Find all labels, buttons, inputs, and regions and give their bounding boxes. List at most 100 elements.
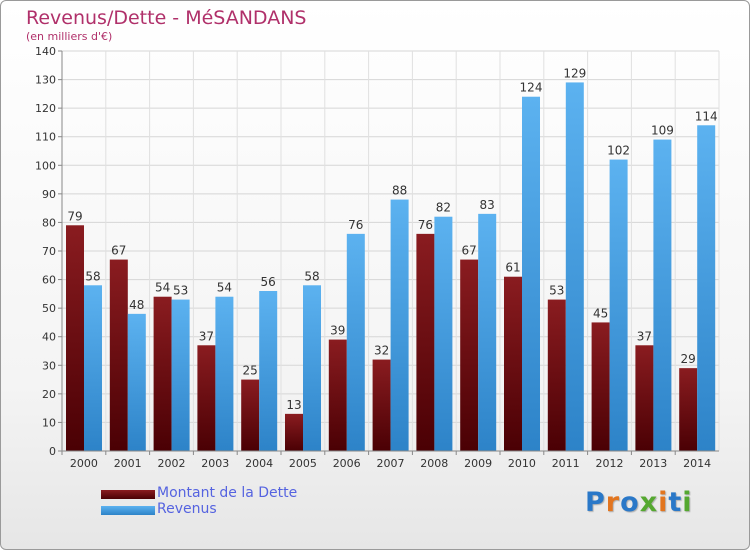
bar-revenus-2010 — [522, 96, 540, 451]
bar-dette-2004 — [241, 379, 260, 451]
y-tick-label: 20 — [42, 388, 56, 401]
bar-dette-2006 — [328, 339, 347, 451]
bar-value-label: 114 — [695, 109, 718, 123]
bar-revenus-2007 — [390, 199, 409, 451]
y-tick-label: 70 — [42, 245, 56, 258]
bar-dette-2003 — [197, 345, 216, 451]
legend-swatch-revenus — [101, 506, 155, 515]
bar-revenus-2002 — [171, 299, 190, 451]
bar-value-label: 76 — [418, 218, 433, 232]
y-tick-label: 50 — [42, 302, 56, 315]
bar-value-label: 54 — [155, 281, 170, 295]
x-tick-label: 2001 — [114, 457, 142, 470]
y-tick-label: 60 — [42, 274, 56, 287]
x-tick-label: 2003 — [201, 457, 229, 470]
bar-revenus-2005 — [303, 285, 321, 451]
bar-value-label: 37 — [199, 329, 214, 343]
bar-value-label: 67 — [111, 244, 126, 258]
x-tick-label: 2002 — [158, 457, 186, 470]
bar-value-label: 102 — [607, 144, 630, 158]
bar-value-label: 37 — [637, 329, 652, 343]
x-tick-label: 2008 — [420, 457, 448, 470]
bar-dette-2001 — [109, 259, 128, 451]
bar-value-label: 83 — [480, 198, 495, 212]
bar-value-label: 48 — [129, 298, 144, 312]
x-tick-label: 2012 — [596, 457, 624, 470]
x-tick-label: 2004 — [245, 457, 273, 470]
bar-dette-2009 — [460, 259, 479, 451]
y-tick-label: 120 — [35, 102, 56, 115]
y-tick-label: 140 — [35, 45, 56, 58]
bar-value-label: 109 — [651, 124, 674, 138]
bar-revenus-2009 — [478, 213, 497, 451]
logo-letter-i2: i — [682, 487, 693, 518]
bar-value-label: 53 — [549, 284, 564, 298]
y-tick-label: 130 — [35, 74, 56, 87]
bar-value-label: 79 — [67, 209, 82, 223]
x-tick-label: 2011 — [552, 457, 580, 470]
y-tick-label: 100 — [35, 159, 56, 172]
y-tick-label: 0 — [49, 445, 56, 458]
legend-label-dette: Montant de la Dette — [157, 485, 298, 501]
bar-value-label: 67 — [462, 244, 477, 258]
legend-swatch-dette — [101, 490, 155, 499]
bar-value-label: 45 — [593, 306, 608, 320]
logo-letter-i: i — [658, 487, 669, 518]
bar-value-label: 53 — [173, 284, 188, 298]
bar-revenus-2008 — [434, 216, 453, 451]
bar-revenus-2013 — [653, 139, 672, 452]
bar-dette-2008 — [416, 233, 435, 451]
x-tick-label: 2009 — [464, 457, 492, 470]
bar-dette-2010 — [504, 276, 522, 451]
bar-value-label: 56 — [261, 275, 276, 289]
bar-dette-2012 — [591, 322, 610, 451]
bar-revenus-2004 — [259, 291, 278, 451]
x-tick-label: 2014 — [683, 457, 711, 470]
x-tick-label: 2005 — [289, 457, 317, 470]
bar-value-label: 124 — [520, 81, 543, 95]
legend-label-revenus: Revenus — [157, 501, 217, 517]
chart-subtitle: (en milliers d'€) — [26, 30, 113, 43]
bar-revenus-2001 — [127, 313, 146, 451]
bar-revenus-2014 — [697, 125, 716, 452]
y-tick-label: 110 — [35, 131, 56, 144]
x-tick-label: 2000 — [70, 457, 98, 470]
bar-revenus-2003 — [215, 296, 234, 451]
bar-value-label: 58 — [304, 269, 319, 283]
x-tick-label: 2006 — [333, 457, 361, 470]
bar-revenus-2012 — [609, 159, 628, 452]
bar-dette-2011 — [547, 299, 566, 451]
y-tick-label: 80 — [42, 216, 56, 229]
bar-dette-2005 — [285, 413, 303, 451]
bar-value-label: 13 — [286, 398, 301, 412]
bar-revenus-2011 — [565, 82, 584, 451]
x-tick-label: 2007 — [377, 457, 405, 470]
bar-value-label: 54 — [217, 281, 232, 295]
logo-letter-o: o — [620, 487, 640, 518]
logo-letter-x: x — [639, 487, 659, 518]
y-tick-label: 30 — [42, 359, 56, 372]
bar-value-label: 76 — [348, 218, 363, 232]
bar-revenus-2000 — [84, 285, 102, 451]
y-tick-label: 40 — [42, 331, 56, 344]
y-tick-label: 10 — [42, 416, 56, 429]
bar-value-label: 39 — [330, 324, 345, 338]
bar-value-label: 29 — [681, 352, 696, 366]
bar-dette-2013 — [635, 345, 654, 451]
bar-dette-2000 — [66, 225, 84, 451]
y-tick-label: 90 — [42, 188, 56, 201]
bar-dette-2007 — [372, 359, 391, 451]
logo-letter-r: r — [605, 487, 621, 518]
bar-value-label: 82 — [436, 201, 451, 215]
x-tick-label: 2013 — [639, 457, 667, 470]
bar-value-label: 88 — [392, 184, 407, 198]
bar-value-label: 32 — [374, 344, 389, 358]
bar-value-label: 61 — [505, 261, 520, 275]
bar-value-label: 25 — [243, 364, 258, 378]
bar-value-label: 58 — [85, 269, 100, 283]
bar-revenus-2006 — [346, 233, 365, 451]
x-tick-label: 2010 — [508, 457, 536, 470]
bar-value-label: 129 — [563, 66, 586, 80]
logo-letter-t: t — [668, 487, 683, 518]
